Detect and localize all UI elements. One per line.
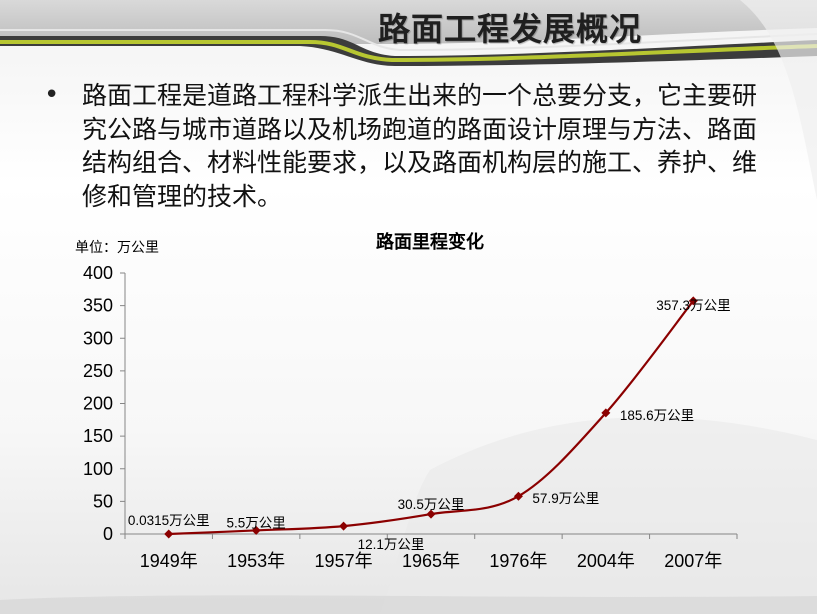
x-tick-label: 2007年 (664, 551, 722, 571)
data-label: 5.5万公里 (227, 515, 286, 530)
data-label: 357.3万公里 (656, 298, 730, 313)
bullet-marker: • (44, 80, 60, 110)
y-tick-label: 100 (83, 459, 113, 479)
x-tick-label: 1976年 (489, 551, 547, 571)
y-tick-label: 350 (83, 296, 113, 316)
data-point (251, 525, 261, 535)
data-point (688, 296, 698, 306)
y-tick-label: 50 (93, 491, 113, 511)
data-label: 30.5万公里 (398, 497, 465, 512)
data-point (601, 408, 611, 418)
x-tick-label: 1953年 (227, 551, 285, 571)
x-tick-label: 1949年 (140, 551, 198, 571)
data-label: 0.0315万公里 (128, 513, 210, 528)
y-tick-label: 200 (83, 394, 113, 414)
x-tick-label: 1965年 (402, 551, 460, 571)
data-label: 57.9万公里 (532, 491, 599, 506)
y-tick-label: 300 (83, 328, 113, 348)
data-point (426, 509, 436, 519)
data-point (513, 491, 523, 501)
chart-unit-label: 单位：万公里 (75, 240, 159, 256)
x-tick-label: 2004年 (577, 551, 635, 571)
y-tick-label: 400 (83, 263, 113, 283)
data-label: 12.1万公里 (358, 537, 425, 552)
y-tick-label: 0 (103, 524, 113, 544)
slide-title: 路面工程发展概况 (377, 10, 642, 48)
bullet-text: 路面工程是道路工程科学派生出来的一个总要分支，它主要研究公路与城市道路以及机场跑… (82, 81, 758, 211)
x-tick-label: 1957年 (315, 551, 373, 571)
y-tick-label: 250 (83, 361, 113, 381)
data-label: 185.6万公里 (620, 408, 694, 423)
data-point (164, 529, 174, 539)
data-point (339, 521, 349, 531)
chart-title: 路面里程变化 (376, 232, 484, 253)
y-tick-label: 150 (83, 426, 113, 446)
